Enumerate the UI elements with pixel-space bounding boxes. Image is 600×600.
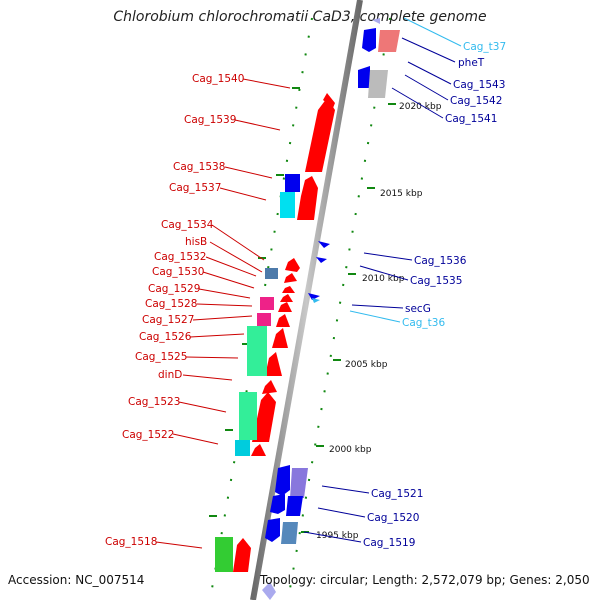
scale-label: 2000 kbp (329, 445, 372, 455)
gene-label: Cag_1519 (363, 537, 415, 549)
gene-label: pheT (458, 57, 485, 69)
map-title: Chlorobium chlorochromatii CaD3, complet… (113, 9, 487, 25)
gene-label: dinD (158, 369, 182, 381)
scale-label: 1995 kbp (316, 531, 359, 541)
gene-cag1529 (280, 294, 293, 302)
gene-cag1534 (265, 268, 278, 279)
gene-cag1538 (285, 174, 300, 192)
gene-cag1532 (284, 273, 297, 283)
gene-cag1520 (270, 494, 285, 514)
topology-label: Topology: circular; Length: 2,572,079 bp… (260, 573, 590, 587)
gene-label: Cag_1536 (414, 255, 467, 267)
gene-cag1537 (297, 176, 318, 220)
gene-cag1518 (233, 538, 251, 572)
gene-cag-t37 (372, 18, 380, 24)
gene-label: Cag_t37 (463, 41, 506, 53)
gene-cag1529b (260, 297, 274, 310)
gene-cag1535 (316, 257, 327, 263)
gene-label: Cag_1543 (453, 79, 505, 91)
gene-label: hisB (185, 236, 207, 248)
gene-cag1540 (323, 93, 335, 108)
scale-label: 2005 kbp (345, 360, 388, 370)
gene-label: Cag_1525 (135, 351, 187, 363)
gene-cag1522 (252, 392, 276, 442)
gene-cag1519b (281, 522, 298, 544)
right-label-group: Cag_t37 pheT Cag_1543 Cag_1542 Cag_1541 … (303, 17, 506, 549)
gene-cag1527 (276, 314, 290, 327)
gene-label: Cag_1518 (105, 536, 157, 548)
scale-label: 2015 kbp (380, 189, 423, 199)
gene-hisB (285, 258, 300, 272)
gene-label: Cag_1540 (192, 73, 244, 85)
gene-label: Cag_1542 (450, 95, 502, 107)
gene-cag1536 (318, 241, 330, 248)
gene-cag1527b (257, 313, 271, 326)
gene-cag1538b (280, 192, 295, 218)
gene-label: Cag_1539 (184, 114, 236, 126)
gene-cag1523 (239, 392, 257, 440)
gene-cag1521 (275, 465, 290, 496)
gene-cag1525b (247, 326, 267, 376)
gene-label: Cag_1530 (152, 266, 204, 278)
gene-label: Cag_1521 (371, 488, 423, 500)
gene-cag-t36 (312, 298, 320, 303)
genome-backbone (250, 0, 363, 600)
gene-label: Cag_1537 (169, 182, 221, 194)
gene-label: Cag_1529 (148, 283, 200, 295)
gene-cag1525 (265, 352, 282, 376)
gene-cag1521a (251, 444, 266, 456)
gene-label: Cag_1541 (445, 113, 497, 125)
gene-cag1522b (235, 440, 250, 456)
gene-cag1518b (215, 537, 233, 572)
scale-label: 2020 kbp (399, 102, 442, 112)
left-label-group: Cag_1540 Cag_1539 Cag_1538 Cag_1537 Cag_… (105, 73, 291, 549)
reverse-strand-genes (262, 18, 400, 600)
gene-pheT (378, 30, 400, 52)
gene-label: Cag_1523 (128, 396, 180, 408)
gene-label: Cag_1535 (410, 275, 462, 287)
gene-cag1519 (265, 518, 280, 542)
gene-label: Cag_1534 (161, 219, 214, 231)
gene-cag1542 (358, 66, 370, 88)
scale-label: 2010 kbp (362, 274, 405, 284)
gene-label: Cag_1520 (367, 512, 419, 524)
gene-cag1530 (282, 286, 295, 293)
gene-label: Cag_1538 (173, 161, 225, 173)
gene-bottom (262, 582, 276, 600)
gene-label: Cag_t36 (402, 317, 445, 329)
gene-dinD (262, 380, 277, 394)
forward-strand-genes (233, 93, 335, 572)
gene-label: Cag_1528 (145, 298, 197, 310)
gene-cag1543 (362, 28, 376, 52)
gene-cag1526 (272, 328, 288, 348)
gene-cag1539 (305, 98, 335, 172)
gene-label: Cag_1532 (154, 251, 206, 263)
gene-cag1528 (278, 302, 292, 312)
gene-cag1520b (286, 496, 303, 516)
gene-label: secG (405, 303, 431, 315)
gene-label: Cag_1526 (139, 331, 192, 343)
gene-label: Cag_1527 (142, 314, 194, 326)
accession-label: Accession: NC_007514 (8, 573, 145, 587)
gene-cag1521b (290, 468, 308, 498)
gene-cag1541 (368, 70, 388, 98)
gene-secG (308, 293, 320, 300)
gene-label: Cag_1522 (122, 429, 174, 441)
